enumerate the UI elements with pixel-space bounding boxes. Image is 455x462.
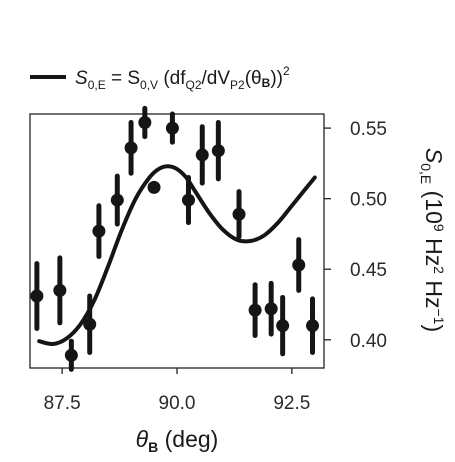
data-point xyxy=(138,115,152,129)
y-tick-label: 0.50 xyxy=(350,190,387,211)
data-point xyxy=(64,348,78,362)
data-point xyxy=(195,148,209,162)
legend-label: S0,E = S0,V (dfQ2/dVP2(θB))2 xyxy=(75,64,290,92)
y-tick-label: 0.40 xyxy=(350,331,387,352)
data-point xyxy=(264,302,278,316)
x-tick-label: 92.5 xyxy=(273,393,310,414)
data-points-layer xyxy=(30,105,320,372)
data-point xyxy=(306,319,320,333)
data-point xyxy=(83,317,97,331)
data-point xyxy=(248,303,262,317)
data-point xyxy=(181,193,195,207)
data-point xyxy=(53,283,67,297)
legend: S0,E = S0,V (dfQ2/dVP2(θB))2 xyxy=(30,64,290,92)
data-point xyxy=(124,141,138,155)
data-point xyxy=(276,319,290,333)
data-point xyxy=(92,224,106,238)
data-point xyxy=(211,144,225,158)
data-point xyxy=(110,193,124,207)
data-point xyxy=(147,180,161,194)
data-point xyxy=(30,289,44,303)
data-point xyxy=(165,121,179,135)
y-axis-title: S0,E (109 Hz2 Hz−1) xyxy=(418,148,447,332)
x-tick-label: 90.0 xyxy=(159,393,196,414)
y-tick-label: 0.55 xyxy=(350,119,387,140)
y-tick-label: 0.45 xyxy=(350,260,387,281)
x-tick-label: 87.5 xyxy=(44,393,81,414)
data-point xyxy=(232,207,246,221)
axis-ticks: 87.5 90.0 92.5 0.40 0.45 0.50 0.55 xyxy=(44,119,387,414)
x-axis-title: θB (deg) xyxy=(136,426,219,455)
data-point xyxy=(292,258,306,272)
